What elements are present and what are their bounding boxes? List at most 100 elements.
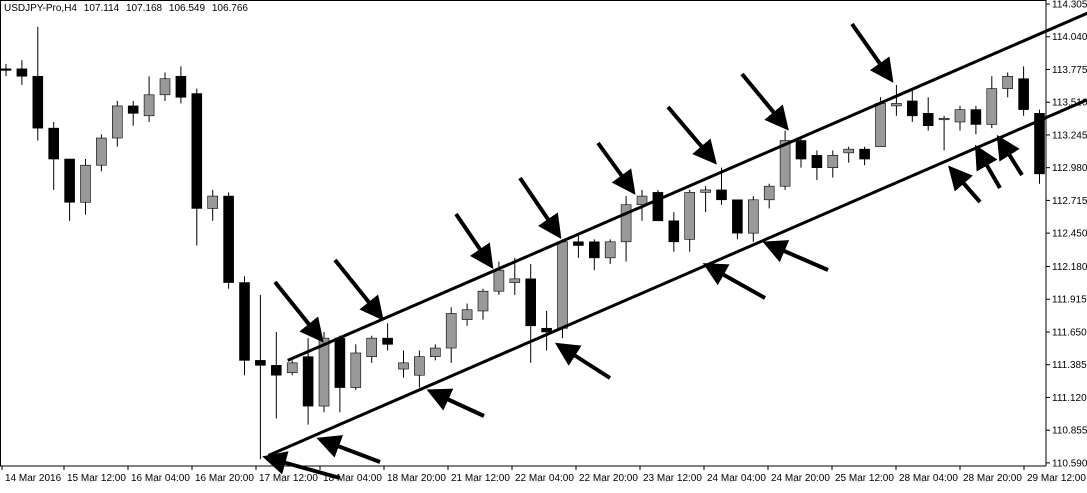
pointer-arrow-icon <box>518 176 562 239</box>
bear-candle-body <box>382 337 393 345</box>
x-tick-label: 21 Mar 12:00 <box>451 473 510 484</box>
pointer-arrow-icon <box>850 22 894 83</box>
candle <box>477 288 489 320</box>
pointer-arrow-icon <box>702 263 766 300</box>
candle <box>64 158 75 221</box>
bear-candle-body <box>525 278 537 327</box>
bull-candle-body <box>700 189 711 193</box>
bear-candle-body <box>64 158 75 203</box>
candle <box>191 88 203 246</box>
bear-candle-body <box>270 365 282 376</box>
bear-candle-body <box>191 93 203 209</box>
y-tick-label: 114.040 <box>1052 32 1087 43</box>
candle <box>779 130 791 190</box>
bull-candle-body <box>207 195 218 209</box>
candle <box>143 76 155 122</box>
bull-candle-body <box>509 278 521 283</box>
bear-candle-body <box>859 148 870 160</box>
bear-candle-body <box>32 75 44 129</box>
low-value: 106.549 <box>168 3 206 14</box>
pointer-arrow-icon <box>273 280 324 343</box>
candle <box>207 189 218 221</box>
bull-candle-body <box>414 356 425 376</box>
bull-candle-body <box>954 109 966 123</box>
candle <box>525 264 537 363</box>
candle <box>700 186 711 213</box>
bull-candle-body <box>843 148 855 154</box>
candle <box>684 189 696 252</box>
candle <box>334 335 346 413</box>
bear-candle-body <box>588 241 600 259</box>
y-tick-label: 113.245 <box>1052 130 1087 141</box>
candle <box>16 60 28 85</box>
pointer-arrow-icon <box>596 141 636 195</box>
bull-candle-body <box>477 290 489 312</box>
y-tick-label: 112.450 <box>1052 229 1087 240</box>
bull-candle-body <box>779 140 791 187</box>
candle <box>127 100 139 126</box>
pointer-arrow-icon <box>426 388 485 418</box>
candle <box>1002 72 1014 98</box>
pointer-arrow-icon <box>333 258 384 321</box>
bear-candle-body <box>573 241 584 246</box>
y-tick-label: 114.305 <box>1052 0 1087 11</box>
candle <box>922 97 934 131</box>
pointer-arrow-icon <box>666 105 717 165</box>
bull-candle-body <box>827 155 839 168</box>
bear-candle-body <box>811 155 823 168</box>
candle <box>811 150 823 181</box>
x-tick-label: 23 Mar 12:00 <box>643 473 702 484</box>
bull-candle-body <box>318 337 330 407</box>
candle <box>827 150 839 178</box>
candle <box>461 303 473 326</box>
candle <box>668 212 680 252</box>
x-tick-label: 14 Mar 2016 <box>5 473 62 484</box>
candle <box>32 26 44 141</box>
x-tick-label: 24 Mar 04:00 <box>707 473 766 484</box>
y-tick-label: 113.775 <box>1052 65 1087 76</box>
lower-channel-line <box>267 98 1087 457</box>
bull-candle-body <box>986 88 998 125</box>
bear-candle-body <box>175 75 187 98</box>
bear-candle-body <box>922 113 934 126</box>
pointer-arrow-icon <box>740 72 789 131</box>
bull-candle-body <box>557 241 568 329</box>
y-tick-label: 111.120 <box>1052 393 1087 404</box>
chart-header: USDJPY-Pro,H4 107.114 107.168 106.549 10… <box>4 3 252 14</box>
bear-candle-body <box>127 105 139 114</box>
y-tick-label: 112.980 <box>1052 163 1087 174</box>
bull-candle-body <box>143 94 155 117</box>
candle <box>573 233 584 258</box>
pointer-arrow-icon <box>974 144 1002 190</box>
candle <box>986 76 998 129</box>
bull-candle-body <box>429 347 441 357</box>
candle <box>80 159 91 215</box>
bull-candle-body <box>461 309 473 320</box>
bull-candle-body <box>938 117 950 121</box>
bull-candle-body <box>80 164 91 203</box>
candle <box>398 350 409 378</box>
candle <box>509 257 521 295</box>
y-tick-label: 112.715 <box>1052 196 1087 207</box>
y-tick-label: 112.180 <box>1052 262 1087 273</box>
y-tick-label: 111.650 <box>1052 327 1087 338</box>
candle <box>763 183 775 209</box>
bull-candle-body <box>445 313 457 349</box>
bear-candle-body <box>668 220 680 243</box>
candle <box>96 134 107 172</box>
bull-candle-body <box>159 78 171 96</box>
bear-candle-body <box>906 100 918 117</box>
candle <box>970 105 982 135</box>
symbol-label: USDJPY-Pro,H4 <box>4 3 77 14</box>
bear-candle-body <box>541 327 552 333</box>
y-tick-label: 111.385 <box>1052 360 1087 371</box>
candle <box>239 276 250 376</box>
bear-candle-body <box>223 195 234 283</box>
upper-channel-line <box>287 11 1087 362</box>
candles-layer <box>0 26 1045 460</box>
annotation-arrows-layer <box>262 22 1024 480</box>
y-tick-label: 110.855 <box>1052 426 1087 437</box>
x-tick-label: 16 Mar 20:00 <box>195 473 254 484</box>
